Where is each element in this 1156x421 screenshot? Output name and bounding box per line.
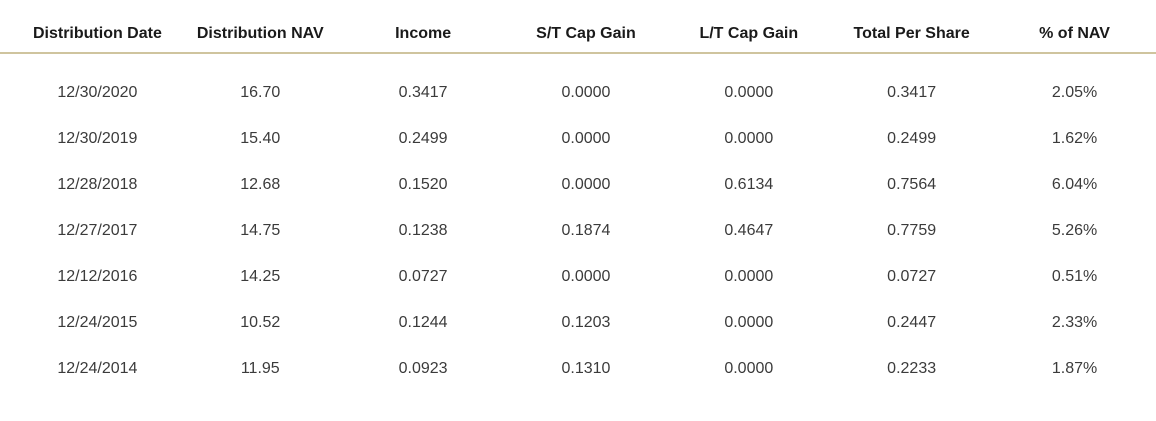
header-row: Distribution Date Distribution NAV Incom… — [16, 0, 1156, 52]
cell-total-per-share: 0.2233 — [887, 360, 937, 377]
column-header-distribution-nav: Distribution NAV — [196, 25, 324, 42]
cell-income: 0.1244 — [398, 314, 448, 331]
cell-total-per-share: 0.2499 — [887, 130, 937, 147]
cell-st-cap-gain: 0.0000 — [561, 268, 611, 285]
cell-distribution-nav: 14.25 — [240, 268, 281, 285]
column-header-total-per-share: Total Per Share — [853, 25, 970, 42]
column-header-income: Income — [395, 25, 452, 42]
table-row: 12/28/2018 12.68 0.1520 0.0000 0.6134 0.… — [16, 162, 1156, 208]
column-header-distribution-date: Distribution Date — [32, 25, 162, 42]
cell-distribution-nav: 14.75 — [240, 222, 281, 239]
cell-distribution-date: 12/27/2017 — [57, 222, 138, 239]
cell-income: 0.0727 — [398, 268, 448, 285]
table-row: 12/27/2017 14.75 0.1238 0.1874 0.4647 0.… — [16, 208, 1156, 254]
cell-st-cap-gain: 0.0000 — [561, 84, 611, 101]
cell-pct-of-nav: 5.26% — [1051, 222, 1098, 239]
cell-st-cap-gain: 0.1874 — [561, 222, 611, 239]
table-row: 12/30/2019 15.40 0.2499 0.0000 0.0000 0.… — [16, 116, 1156, 162]
table-row: 12/12/2016 14.25 0.0727 0.0000 0.0000 0.… — [16, 254, 1156, 300]
cell-total-per-share: 0.2447 — [887, 314, 937, 331]
cell-distribution-date: 12/12/2016 — [57, 268, 138, 285]
cell-pct-of-nav: 1.62% — [1051, 130, 1098, 147]
cell-income: 0.0923 — [398, 360, 448, 377]
distributions-table: Distribution Date Distribution NAV Incom… — [16, 0, 1156, 392]
cell-pct-of-nav: 2.05% — [1051, 84, 1098, 101]
cell-pct-of-nav: 2.33% — [1051, 314, 1098, 331]
cell-lt-cap-gain: 0.0000 — [724, 84, 774, 101]
cell-st-cap-gain: 0.1203 — [561, 314, 611, 331]
cell-total-per-share: 0.7759 — [887, 222, 937, 239]
cell-lt-cap-gain: 0.0000 — [724, 360, 774, 377]
table-row: 12/30/2020 16.70 0.3417 0.0000 0.0000 0.… — [16, 52, 1156, 116]
cell-distribution-nav: 10.52 — [240, 314, 281, 331]
cell-st-cap-gain: 0.0000 — [561, 130, 611, 147]
cell-distribution-nav: 15.40 — [240, 130, 281, 147]
header-divider — [0, 52, 1156, 54]
cell-distribution-date: 12/28/2018 — [57, 176, 138, 193]
cell-income: 0.1238 — [398, 222, 448, 239]
cell-income: 0.1520 — [398, 176, 448, 193]
cell-st-cap-gain: 0.0000 — [561, 176, 611, 193]
cell-distribution-date: 12/24/2014 — [57, 360, 138, 377]
cell-total-per-share: 0.3417 — [887, 84, 937, 101]
cell-pct-of-nav: 6.04% — [1051, 176, 1098, 193]
column-header-pct-of-nav: % of NAV — [1039, 25, 1110, 42]
column-header-lt-cap-gain: L/T Cap Gain — [699, 25, 799, 42]
cell-lt-cap-gain: 0.0000 — [724, 314, 774, 331]
cell-distribution-date: 12/24/2015 — [57, 314, 138, 331]
cell-distribution-nav: 12.68 — [240, 176, 281, 193]
table-row: 12/24/2015 10.52 0.1244 0.1203 0.0000 0.… — [16, 300, 1156, 346]
cell-pct-of-nav: 1.87% — [1051, 360, 1098, 377]
cell-total-per-share: 0.7564 — [887, 176, 937, 193]
cell-pct-of-nav: 0.51% — [1051, 268, 1098, 285]
column-header-st-cap-gain: S/T Cap Gain — [536, 25, 636, 42]
table-row: 12/24/2014 11.95 0.0923 0.1310 0.0000 0.… — [16, 346, 1156, 392]
cell-distribution-date: 12/30/2019 — [57, 130, 138, 147]
cell-distribution-date: 12/30/2020 — [57, 84, 138, 101]
cell-income: 0.2499 — [398, 130, 448, 147]
cell-lt-cap-gain: 0.0000 — [724, 268, 774, 285]
cell-income: 0.3417 — [398, 84, 448, 101]
cell-distribution-nav: 11.95 — [240, 360, 280, 377]
table-body: 12/30/2020 16.70 0.3417 0.0000 0.0000 0.… — [16, 52, 1156, 392]
cell-distribution-nav: 16.70 — [240, 84, 281, 101]
cell-st-cap-gain: 0.1310 — [561, 360, 611, 377]
cell-lt-cap-gain: 0.4647 — [724, 222, 774, 239]
table-header: Distribution Date Distribution NAV Incom… — [16, 0, 1156, 52]
cell-lt-cap-gain: 0.0000 — [724, 130, 774, 147]
cell-lt-cap-gain: 0.6134 — [724, 176, 774, 193]
cell-total-per-share: 0.0727 — [887, 268, 937, 285]
